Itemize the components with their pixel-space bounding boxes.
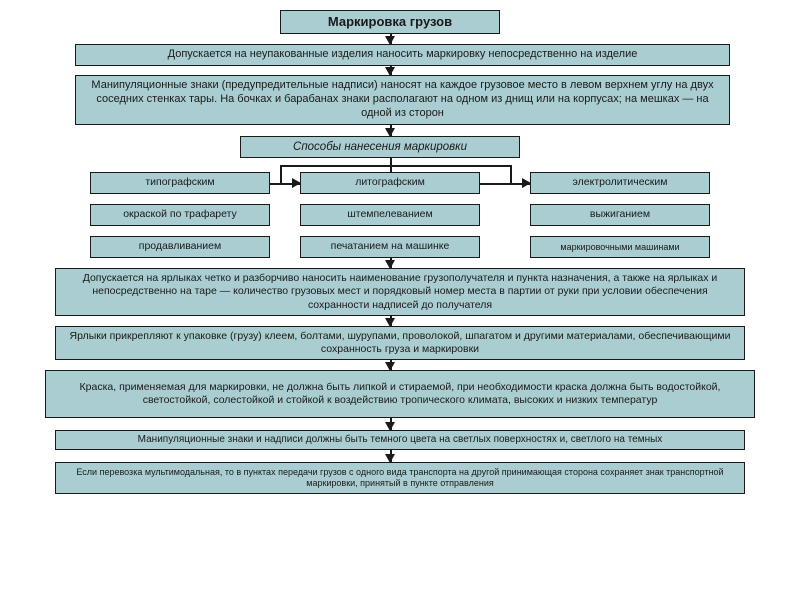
connector [522,178,531,188]
connector [510,165,512,183]
method-c2-r2: штемпелеванием [300,204,480,226]
title-box: Маркировка грузов [280,10,500,34]
block-4: Манипуляционные знаки и надписи должны б… [55,430,745,450]
info-box-1: Допускается на неупакованные изделия нан… [75,44,730,66]
info-box-2: Манипуляционные знаки (предупредительные… [75,75,730,125]
connector [385,67,395,76]
method-c3-r3: маркировочными машинами [530,236,710,258]
connector [385,318,395,327]
connector [385,260,395,269]
method-c1-r2: окраской по трафарету [90,204,270,226]
connector [385,362,395,371]
block-3: Краска, применяемая для маркировки, не д… [45,370,755,418]
connector [280,165,282,183]
connector [385,36,395,45]
method-c2-r3: печатанием на машинке [300,236,480,258]
connector [292,178,301,188]
method-c2-r1: литографским [300,172,480,194]
method-c1-r1: типографским [90,172,270,194]
connector [385,128,395,137]
method-c3-r1: электролитическим [530,172,710,194]
connector [385,454,395,463]
method-c1-r3: продавливанием [90,236,270,258]
connector [280,165,510,167]
block-2: Ярлыки прикрепляют к упаковке (грузу) кл… [55,326,745,360]
subtitle-box: Способы нанесения маркировки [240,136,520,158]
block-1: Допускается на ярлыках четко и разборчив… [55,268,745,316]
block-5: Если перевозка мультимодальная, то в пун… [55,462,745,494]
connector [385,422,395,431]
method-c3-r2: выжиганием [530,204,710,226]
